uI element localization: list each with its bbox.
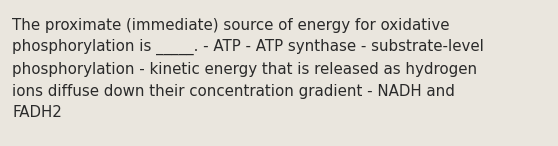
Text: The proximate (immediate) source of energy for oxidative
phosphorylation is ____: The proximate (immediate) source of ener… <box>12 18 484 120</box>
